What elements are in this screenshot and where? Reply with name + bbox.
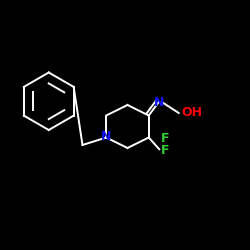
Text: F: F [161, 132, 170, 145]
Text: OH: OH [181, 106, 202, 120]
Text: F: F [161, 144, 170, 157]
Text: N: N [101, 130, 112, 143]
Text: N: N [154, 96, 164, 108]
